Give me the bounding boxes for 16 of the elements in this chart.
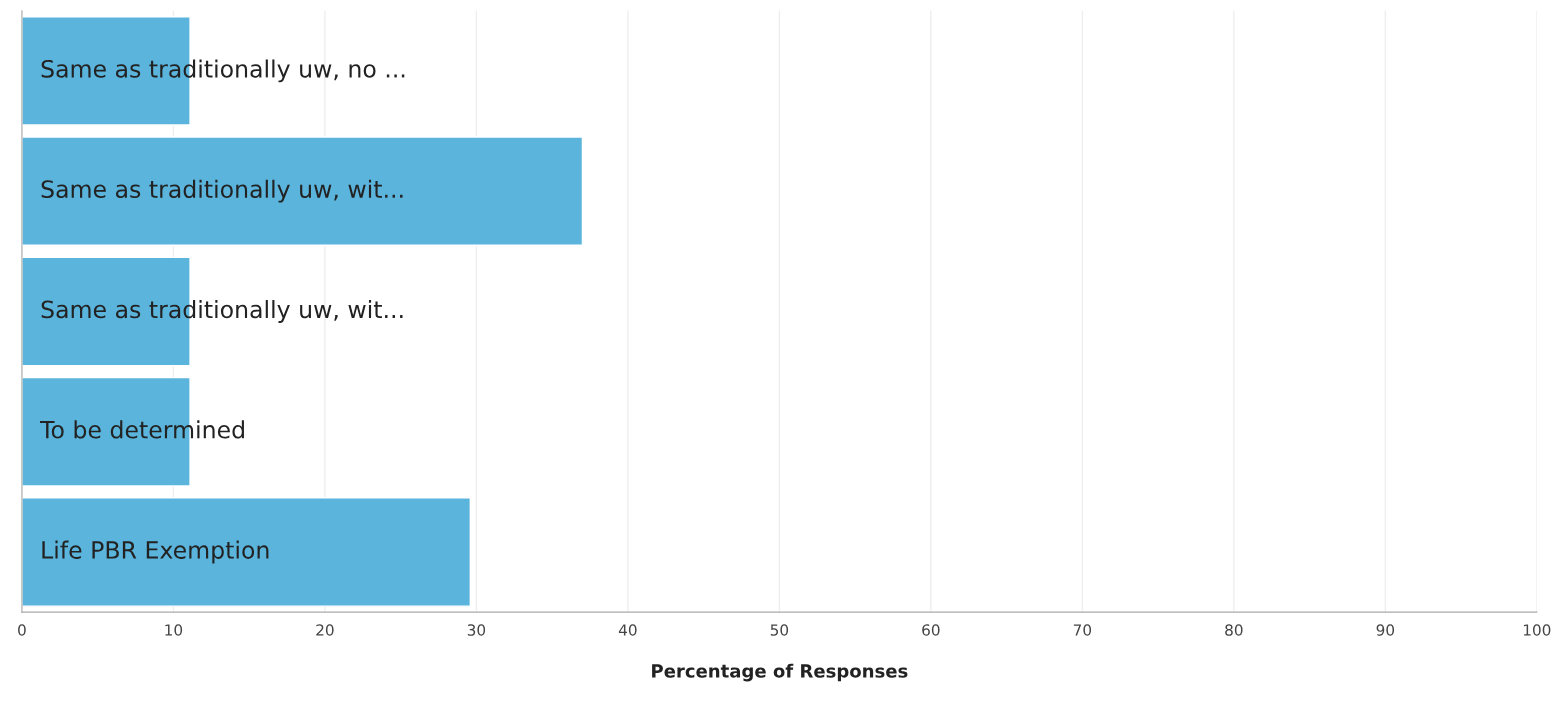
bar (21, 136, 584, 246)
x-tick-label: 100 (1523, 624, 1551, 636)
x-tick-label: 40 (618, 624, 637, 636)
x-tick-label: 0 (18, 624, 26, 636)
x-tick-label: 70 (1073, 624, 1092, 636)
x-tick-label: 90 (1376, 624, 1395, 636)
x-axis-title: Percentage of Responses (652, 663, 908, 682)
x-tick-label: 20 (316, 624, 334, 636)
x-tick-label: 10 (165, 624, 183, 636)
x-tick-label: 30 (467, 624, 486, 636)
x-tick-label: 60 (922, 624, 940, 636)
y-tick-label: Same as traditionally uw, wit... (41, 179, 403, 203)
bar (21, 497, 472, 607)
x-tick-label: 50 (770, 624, 789, 636)
x-tick-label: 80 (1225, 624, 1243, 636)
y-tick-label: Life PBR Exemption (42, 540, 269, 564)
